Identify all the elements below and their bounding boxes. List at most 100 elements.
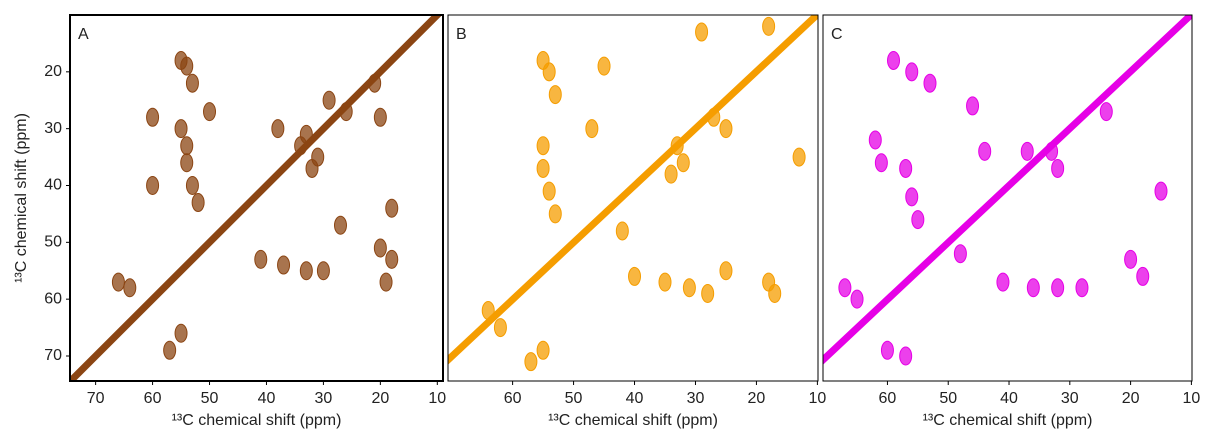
peak xyxy=(1124,249,1138,269)
peak xyxy=(597,56,611,76)
peak xyxy=(385,198,399,218)
peak xyxy=(850,289,864,309)
peak xyxy=(385,249,399,269)
x-tick-label: 20 xyxy=(748,390,766,407)
peak xyxy=(762,16,776,36)
peak xyxy=(899,346,913,366)
peak xyxy=(542,181,556,201)
peak xyxy=(628,266,642,286)
peak xyxy=(180,136,194,156)
x-tick-label: 70 xyxy=(87,390,105,407)
peak xyxy=(838,278,852,298)
diagonal xyxy=(823,15,1192,365)
peak xyxy=(1136,266,1150,286)
peak xyxy=(1045,141,1059,161)
peak xyxy=(191,193,205,213)
diagonal xyxy=(448,15,818,365)
x-tick-label: 10 xyxy=(808,390,826,407)
panel-label: A xyxy=(78,26,89,43)
peak xyxy=(905,62,919,82)
peak xyxy=(373,107,387,127)
peak xyxy=(524,352,538,372)
peak xyxy=(1026,278,1040,298)
y-tick-label: 30 xyxy=(44,120,62,137)
peak xyxy=(493,318,507,338)
peak xyxy=(966,96,980,116)
x-tick-label: 60 xyxy=(879,390,897,407)
peak xyxy=(536,340,550,360)
frame xyxy=(447,14,819,382)
y-tick-label: 70 xyxy=(44,347,62,364)
peak xyxy=(719,119,733,139)
x-tick-label: 60 xyxy=(504,390,522,407)
y-tick-label: 50 xyxy=(44,234,62,251)
frame xyxy=(69,14,444,382)
peak xyxy=(277,255,291,275)
plot-area xyxy=(448,15,818,372)
peak xyxy=(899,158,913,178)
peak xyxy=(670,136,684,156)
peak xyxy=(185,73,199,93)
panel-label: B xyxy=(456,26,467,43)
peak xyxy=(163,340,177,360)
x-axis-label: ¹³C chemical shift (ppm) xyxy=(172,412,342,429)
peak xyxy=(379,272,393,292)
peak xyxy=(548,85,562,105)
x-tick-label: 40 xyxy=(258,390,276,407)
peak xyxy=(536,136,550,156)
peak xyxy=(792,147,806,167)
peak xyxy=(978,141,992,161)
peak xyxy=(316,261,330,281)
peak xyxy=(305,158,319,178)
peak xyxy=(333,215,347,235)
peak xyxy=(294,136,308,156)
x-tick-label: 10 xyxy=(1182,390,1200,407)
peak xyxy=(695,22,709,42)
peak xyxy=(1075,278,1089,298)
peak xyxy=(322,90,336,110)
peak xyxy=(271,119,285,139)
peak xyxy=(585,119,599,139)
x-tick-label: 40 xyxy=(626,390,644,407)
peak xyxy=(548,204,562,224)
peak xyxy=(146,107,160,127)
x-tick-label: 60 xyxy=(144,390,162,407)
x-tick-label: 50 xyxy=(201,390,219,407)
peak xyxy=(146,175,160,195)
peak xyxy=(905,187,919,207)
peak xyxy=(339,102,353,122)
y-axis-label: ¹³C chemical shift (ppm) xyxy=(13,113,30,283)
peak xyxy=(707,107,721,127)
peak xyxy=(185,175,199,195)
diagonal xyxy=(70,15,443,381)
peak xyxy=(996,272,1010,292)
panel-label: C xyxy=(831,26,843,43)
peak xyxy=(874,153,888,173)
peak xyxy=(868,130,882,150)
peak xyxy=(373,238,387,258)
peak xyxy=(299,261,313,281)
peak xyxy=(676,153,690,173)
y-tick-label: 60 xyxy=(44,290,62,307)
peak xyxy=(887,50,901,70)
peak xyxy=(880,340,894,360)
peak xyxy=(203,102,217,122)
x-tick-label: 30 xyxy=(687,390,705,407)
x-axis-label: ¹³C chemical shift (ppm) xyxy=(923,412,1093,429)
peak xyxy=(542,62,556,82)
peak xyxy=(923,73,937,93)
x-tick-label: 30 xyxy=(315,390,333,407)
peak xyxy=(615,221,629,241)
peak xyxy=(180,153,194,173)
peak xyxy=(536,158,550,178)
peak xyxy=(953,244,967,264)
x-axis-label: ¹³C chemical shift (ppm) xyxy=(548,412,718,429)
peak xyxy=(111,272,125,292)
x-tick-label: 40 xyxy=(1000,390,1018,407)
peak xyxy=(254,249,268,269)
peak xyxy=(174,119,188,139)
peak xyxy=(1154,181,1168,201)
peak xyxy=(1020,141,1034,161)
x-tick-label: 50 xyxy=(939,390,957,407)
